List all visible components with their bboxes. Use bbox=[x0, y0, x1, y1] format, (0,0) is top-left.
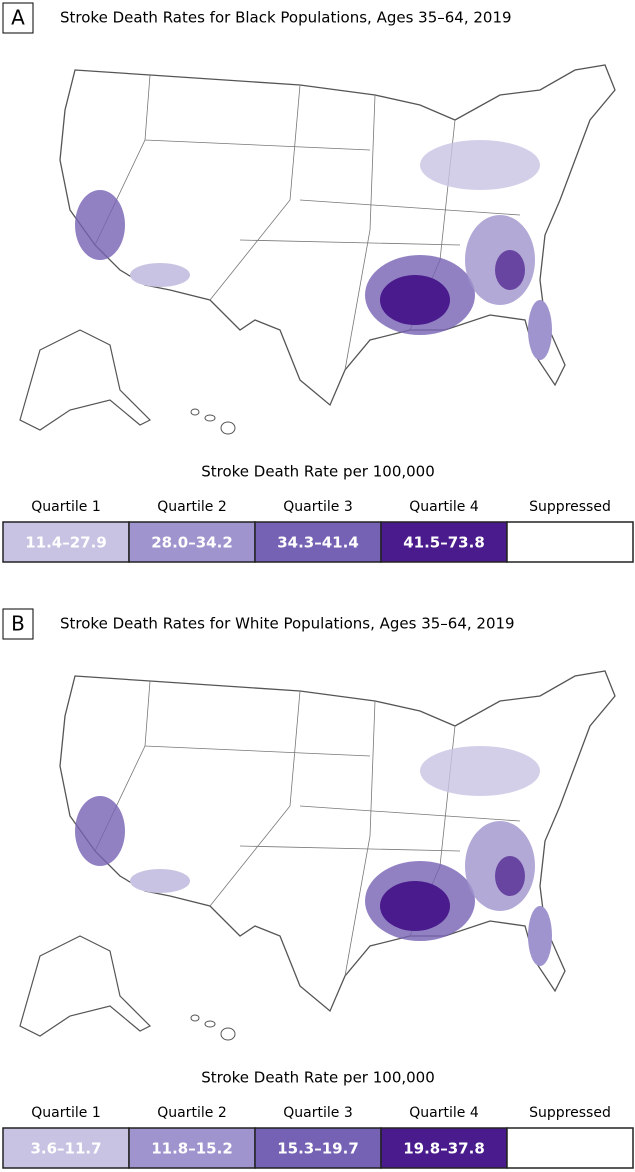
legend-item-name: Suppressed bbox=[529, 499, 611, 515]
legend-swatch bbox=[128, 1127, 256, 1169]
legend-item-range: 11.4–27.9 bbox=[25, 534, 107, 552]
panel-label: A bbox=[11, 6, 25, 30]
legend-swatch bbox=[380, 1127, 508, 1169]
panel: A Stroke Death Rates for Black Population… bbox=[2, 2, 634, 563]
legend-swatch bbox=[2, 521, 130, 563]
panel-title: Stroke Death Rates for White Populations… bbox=[60, 615, 515, 633]
legend-item-range: 41.5–73.8 bbox=[403, 534, 485, 552]
panel-label-box bbox=[2, 608, 34, 640]
panel-title: Stroke Death Rates for Black Populations… bbox=[60, 9, 512, 27]
legend-item-name: Quartile 1 bbox=[31, 1105, 100, 1121]
legend-swatch bbox=[380, 521, 508, 563]
legend-item-name: Quartile 3 bbox=[283, 1105, 352, 1121]
legend-item-range: 19.8–37.8 bbox=[403, 1140, 485, 1158]
panel-label-box bbox=[2, 2, 34, 34]
legend-item-range: 15.3–19.7 bbox=[277, 1140, 359, 1158]
legend-swatch bbox=[254, 1127, 382, 1169]
legend-title: Stroke Death Rate per 100,000 bbox=[201, 463, 435, 481]
legend-item-name: Suppressed bbox=[529, 1105, 611, 1121]
legend-item-name: Quartile 2 bbox=[157, 1105, 226, 1121]
legend-item-name: Quartile 1 bbox=[31, 499, 100, 515]
legend-title: Stroke Death Rate per 100,000 bbox=[201, 1069, 435, 1087]
legend-item-range: 28.0–34.2 bbox=[151, 534, 233, 552]
legend-swatch bbox=[2, 1127, 130, 1169]
panel-label: B bbox=[11, 612, 25, 636]
legend-swatch bbox=[506, 1127, 634, 1169]
legend-item-name: Quartile 2 bbox=[157, 499, 226, 515]
map bbox=[19, 64, 616, 435]
legend-swatch bbox=[506, 521, 634, 563]
legend-item-name: Quartile 4 bbox=[409, 499, 479, 515]
legend-item-range: 34.3–41.4 bbox=[277, 534, 359, 552]
legend-item-range: 3.6–11.7 bbox=[30, 1140, 101, 1158]
panel: B Stroke Death Rates for White Population… bbox=[2, 608, 634, 1169]
map bbox=[19, 670, 616, 1041]
legend-item-range: 11.8–15.2 bbox=[151, 1140, 233, 1158]
legend-swatch bbox=[128, 521, 256, 563]
legend-item-name: Quartile 4 bbox=[409, 1105, 479, 1121]
legend-item-name: Quartile 3 bbox=[283, 499, 352, 515]
